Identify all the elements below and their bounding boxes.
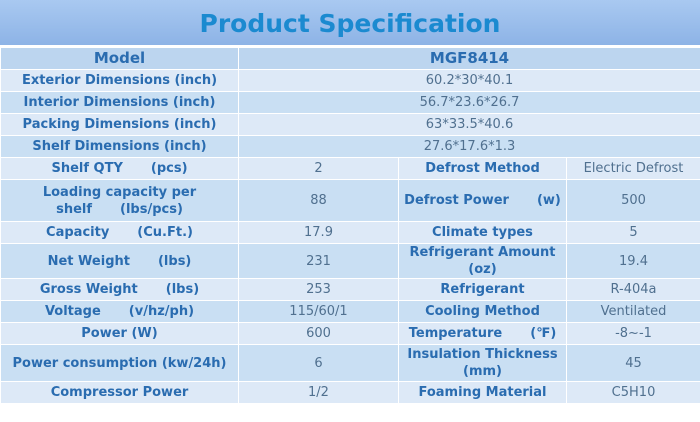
spec-value: 17.9 [238, 221, 399, 244]
spec-value: C5H10 [565, 381, 700, 404]
spec-label: Insulation Thickness (mm) [398, 344, 567, 382]
label-part: Temperature [408, 326, 503, 341]
label-part: Capacity [46, 225, 110, 240]
spec-label: Capacity (Cu.Ft.) [0, 221, 239, 244]
spec-value: 6 [238, 344, 399, 382]
spec-value: 60.2*30*40.1 [237, 69, 700, 92]
label-part: (lbs) [157, 253, 192, 269]
spec-value: 500 [565, 179, 700, 222]
spec-label: Defrost Method [398, 157, 567, 180]
spec-label: Shelf QTY (pcs) [0, 157, 239, 180]
spec-row: Packing Dimensions (inch) 63*33.5*40.6 [0, 113, 700, 136]
spec-value: 63*33.5*40.6 [237, 113, 700, 136]
spec-value: 2 [238, 157, 399, 180]
label-part: Loading capacity per shelf [42, 184, 197, 217]
label-part: (lbs) [165, 282, 200, 297]
spec-label: Compressor Power [0, 381, 239, 404]
spec-row: Model MGF8414 [0, 47, 700, 70]
spec-row: Interior Dimensions (inch) 56.7*23.6*26.7 [0, 91, 700, 114]
label-part: (lbs/pcs) [120, 201, 183, 217]
spec-label: Refrigerant [398, 278, 567, 301]
spec-value: 115/60/1 [238, 300, 399, 323]
spec-value: -8~-1 [565, 322, 700, 345]
spec-value: 27.6*17.6*1.3 [237, 135, 700, 158]
label-part: (Cu.Ft.) [137, 225, 193, 240]
spec-row: Compressor Power 1/2 Foaming Material C5H10 [0, 381, 700, 404]
spec-value: 45 [565, 344, 700, 382]
spec-table: Model MGF8414 Exterior Dimensions (inch) 60… [0, 47, 700, 404]
spec-row: Exterior Dimensions (inch) 60.2*30*40.1 [0, 69, 700, 92]
spec-value: MGF8414 [237, 47, 700, 70]
spec-value: 56.7*23.6*26.7 [237, 91, 700, 114]
spec-row: Power (W) 600 Temperature (℉) -8~-1 [0, 322, 700, 345]
spec-label: Shelf Dimensions (inch) [0, 135, 239, 158]
spec-value: 19.4 [565, 243, 700, 279]
spec-row: Voltage (v/hz/ph) 115/60/1 Cooling Method Ve… [0, 300, 700, 323]
spec-label: Foaming Material [398, 381, 567, 404]
label-part: (v/hz/ph) [128, 304, 195, 319]
spec-row: Shelf Dimensions (inch) 27.6*17.6*1.3 [0, 135, 700, 158]
spec-row: Shelf QTY (pcs) 2 Defrost Method Electric De… [0, 157, 700, 180]
label-part: Net Weight [47, 253, 130, 269]
spec-row: Net Weight (lbs) 231 Refrigerant Amount (oz… [0, 243, 700, 279]
label-part: (℉) [530, 326, 557, 341]
spec-label: Voltage (v/hz/ph) [0, 300, 239, 323]
label-part: Defrost Power [404, 193, 509, 208]
label-part: (pcs) [150, 161, 188, 176]
spec-value: 88 [238, 179, 399, 222]
spec-label: Cooling Method [398, 300, 567, 323]
spec-row: Capacity (Cu.Ft.) 17.9 Climate types 5 [0, 221, 700, 244]
label-part: Shelf QTY [51, 161, 123, 176]
spec-label: Temperature (℉) [398, 322, 567, 345]
title: Product Specification [0, 0, 700, 47]
spec-label: Defrost Power (w) [398, 179, 567, 222]
spec-value: 231 [238, 243, 399, 279]
spec-label: Interior Dimensions (inch) [0, 91, 239, 114]
spec-row: Gross Weight (lbs) 253 Refrigerant R-404a [0, 278, 700, 301]
spec-label: Power consumption (kw/24h) [0, 344, 239, 382]
spec-row: Loading capacity per shelf (lbs/pcs) 88 Def… [0, 179, 700, 222]
spec-label: Packing Dimensions (inch) [0, 113, 239, 136]
spec-label: Power (W) [0, 322, 239, 345]
label-part: (w) [536, 193, 561, 208]
spec-label: Loading capacity per shelf (lbs/pcs) [0, 179, 239, 222]
spec-label: Exterior Dimensions (inch) [0, 69, 239, 92]
spec-value: Ventilated [565, 300, 700, 323]
spec-row: Power consumption (kw/24h) 6 Insulation Th… [0, 344, 700, 382]
spec-label: Refrigerant Amount (oz) [398, 243, 567, 279]
spec-value: Electric Defrost [565, 157, 700, 180]
spec-value: 253 [238, 278, 399, 301]
spec-value: 5 [565, 221, 700, 244]
spec-label: Net Weight (lbs) [0, 243, 239, 279]
spec-value: 600 [238, 322, 399, 345]
label-part: Voltage [44, 304, 101, 319]
spec-label: Model [0, 47, 239, 70]
spec-label: Gross Weight (lbs) [0, 278, 239, 301]
spec-label: Climate types [398, 221, 567, 244]
spec-value: R-404a [565, 278, 700, 301]
spec-value: 1/2 [238, 381, 399, 404]
label-part: Gross Weight [39, 282, 138, 297]
table-body: Model MGF8414 Exterior Dimensions (inch) 60… [0, 47, 700, 404]
